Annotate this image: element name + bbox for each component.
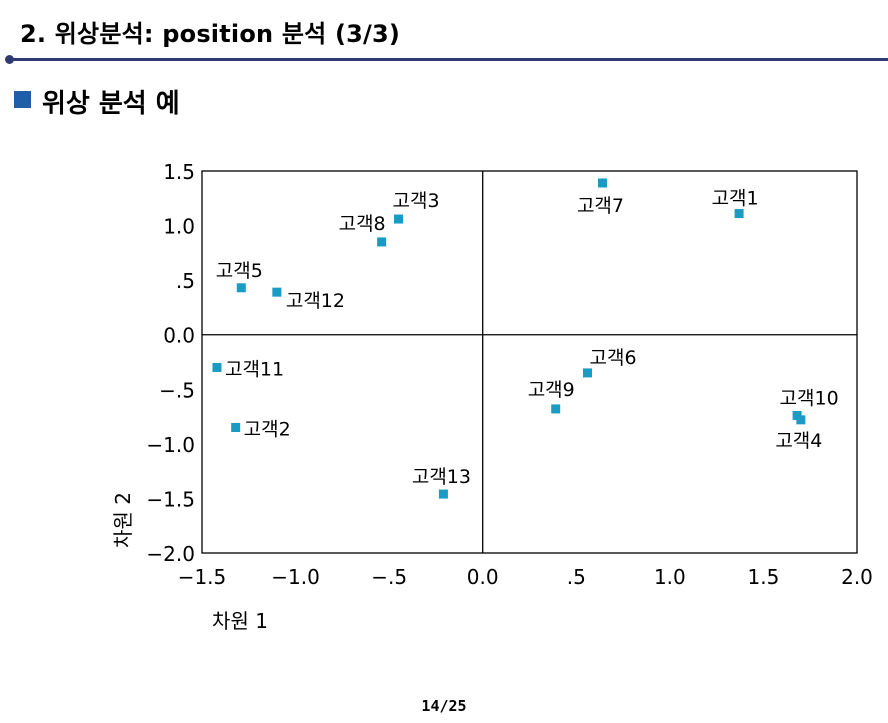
data-point-label: 고객6 bbox=[590, 347, 637, 369]
page-number: 14/25 bbox=[421, 697, 467, 715]
title-underline-dot bbox=[5, 55, 14, 64]
x-axis-label: 차원 1 bbox=[212, 609, 268, 633]
y-tick-label: 1.5 bbox=[163, 160, 195, 184]
data-point-label: 고객13 bbox=[412, 466, 471, 488]
y-tick-label: −1.5 bbox=[146, 487, 195, 511]
square-bullet-icon bbox=[14, 91, 31, 108]
data-point-marker bbox=[597, 178, 607, 188]
data-point-label: 고객8 bbox=[339, 213, 386, 235]
data-point-marker bbox=[583, 368, 593, 378]
x-tick-label: 1.5 bbox=[748, 565, 780, 589]
y-axis-label: 차원 2 bbox=[111, 492, 135, 548]
data-point-marker bbox=[236, 283, 246, 293]
data-point-marker bbox=[272, 287, 282, 297]
section-heading: 위상 분석 예 bbox=[42, 89, 180, 119]
data-point-marker bbox=[377, 237, 387, 247]
data-point-label: 고객5 bbox=[216, 260, 263, 282]
x-tick-label: 0.0 bbox=[467, 565, 499, 589]
x-tick-label: 2.0 bbox=[841, 565, 873, 589]
data-point-label: 고객2 bbox=[244, 418, 291, 440]
data-point-label: 고객10 bbox=[780, 387, 839, 409]
y-tick-label: 0.0 bbox=[163, 324, 195, 348]
x-tick-label: −1.5 bbox=[178, 565, 227, 589]
data-point-label: 고객4 bbox=[775, 430, 822, 452]
x-tick-label: .5 bbox=[567, 565, 586, 589]
title-underline bbox=[9, 58, 888, 61]
data-point-marker bbox=[231, 422, 241, 432]
slide-title: 2. 위상분석: position 분석 (3/3) bbox=[20, 20, 401, 48]
data-point-label: 고객7 bbox=[577, 195, 624, 217]
data-point-marker bbox=[394, 214, 403, 224]
chart-points: 고객1 고객2 고객3 고객4 고객5 고객6 고객7 고객8 고객9 고객10 고객11 고객12 고… bbox=[212, 178, 839, 499]
data-point-marker bbox=[792, 410, 802, 420]
x-tick-label: 1.0 bbox=[654, 565, 686, 589]
data-point-label: 고객12 bbox=[286, 290, 345, 312]
y-tick-label: −2.0 bbox=[146, 542, 195, 566]
y-tick-label: 1.0 bbox=[163, 215, 195, 239]
data-point-marker bbox=[438, 489, 448, 499]
y-tick-label: −1.0 bbox=[146, 433, 195, 457]
data-point-label: 고객9 bbox=[528, 379, 575, 401]
y-tick-label: −.5 bbox=[159, 378, 195, 402]
data-point-marker bbox=[734, 209, 744, 219]
y-tick-label: .5 bbox=[176, 269, 195, 293]
data-point-marker bbox=[212, 362, 222, 372]
data-point-label: 고객11 bbox=[225, 358, 284, 380]
chart-axes bbox=[201, 170, 858, 554]
x-tick-label: −.5 bbox=[371, 565, 407, 589]
data-point-marker bbox=[551, 404, 561, 414]
x-tick-label: −1.0 bbox=[271, 565, 320, 589]
plot-frame bbox=[201, 170, 858, 554]
data-point-label: 고객1 bbox=[712, 188, 759, 210]
data-point-label: 고객3 bbox=[393, 190, 440, 212]
chart-tick-labels: −1.5 −1.0 −.5 0.0 .5 1.0 1.5 2.0 1.5 1.0 .5 0.0 −.5 −… bbox=[146, 160, 872, 589]
